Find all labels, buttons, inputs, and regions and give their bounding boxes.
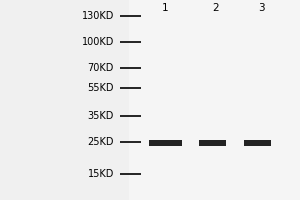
- Text: 3: 3: [258, 3, 264, 13]
- Bar: [244, 140, 272, 146]
- Text: 25KD: 25KD: [88, 137, 114, 147]
- Bar: [200, 140, 226, 146]
- Text: 55KD: 55KD: [88, 83, 114, 93]
- Text: 130KD: 130KD: [82, 11, 114, 21]
- Text: 35KD: 35KD: [88, 111, 114, 121]
- Text: 70KD: 70KD: [88, 63, 114, 73]
- Text: 1: 1: [162, 3, 168, 13]
- Text: 2: 2: [213, 3, 219, 13]
- Bar: [148, 140, 182, 146]
- Bar: [129, 0, 300, 200]
- Text: 100KD: 100KD: [82, 37, 114, 47]
- Text: 15KD: 15KD: [88, 169, 114, 179]
